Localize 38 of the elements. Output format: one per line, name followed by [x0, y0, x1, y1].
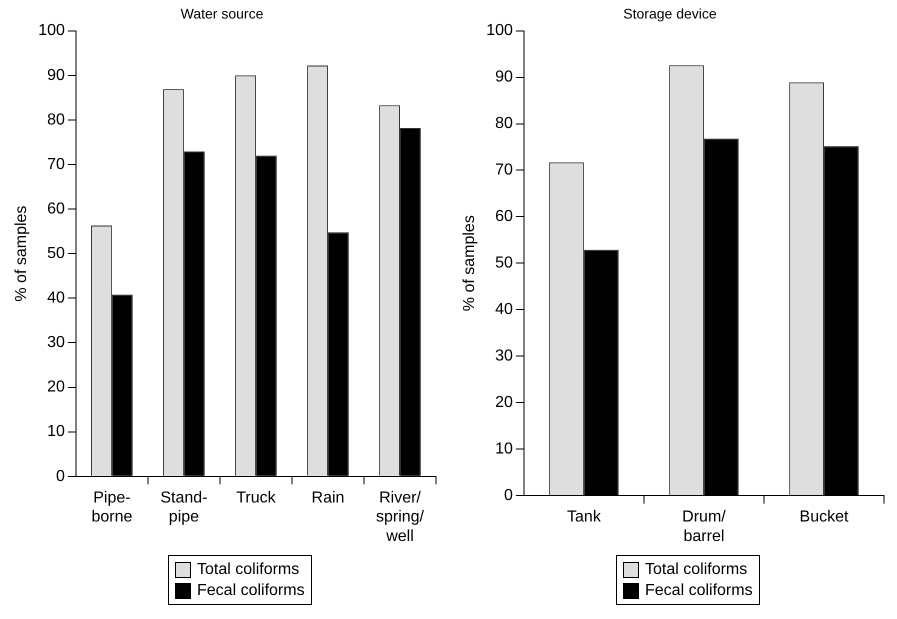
x-tick-label: Bucket: [800, 508, 849, 526]
y-tick-label: 30: [47, 334, 65, 352]
y-tick-label: 80: [47, 111, 65, 128]
x-tick-label: Drum/barrel: [682, 508, 726, 545]
legend-label: Fecal coliforms: [197, 582, 305, 600]
y-tick-label: 20: [47, 378, 65, 396]
x-tick-label: Rain: [312, 489, 344, 506]
legend-label: Fecal coliforms: [645, 582, 753, 600]
y-tick-label: 40: [495, 301, 513, 318]
y-tick-label: 0: [504, 487, 513, 504]
y-tick-label: 20: [495, 394, 513, 412]
x-tick-label: Truck: [236, 489, 277, 506]
y-tick-label: 50: [495, 254, 513, 272]
y-tick-label: 10: [495, 440, 513, 458]
y-tick-label: 40: [47, 290, 65, 307]
legend-label: Total coliforms: [197, 560, 300, 578]
x-tick-label: Pipe-borne: [91, 489, 132, 526]
y-tick-label: 100: [38, 22, 65, 40]
y-tick-label: 60: [495, 208, 513, 226]
y-tick-label: 90: [495, 68, 513, 86]
legend-label: Total coliforms: [645, 560, 748, 578]
y-tick-label: 60: [47, 200, 65, 218]
y-tick-label: 100: [486, 22, 513, 40]
y-tick-label: 90: [47, 66, 65, 84]
x-tick-label: River/spring/well: [376, 489, 425, 545]
y-axis-title: % of samples: [13, 206, 30, 302]
chart-title: Storage device: [623, 5, 717, 22]
y-tick-label: 50: [47, 245, 65, 262]
y-tick-label: 10: [47, 423, 65, 440]
y-axis-title: % of samples: [461, 215, 478, 312]
x-tick-label: Stand-pipe: [160, 489, 208, 526]
y-tick-label: 0: [56, 468, 65, 485]
y-tick-label: 70: [47, 156, 65, 173]
y-tick-label: 80: [495, 115, 513, 132]
x-tick-label: Tank: [567, 508, 602, 526]
chart-title: Water source: [180, 5, 264, 22]
y-tick-label: 70: [495, 162, 513, 179]
y-tick-label: 30: [495, 348, 513, 365]
